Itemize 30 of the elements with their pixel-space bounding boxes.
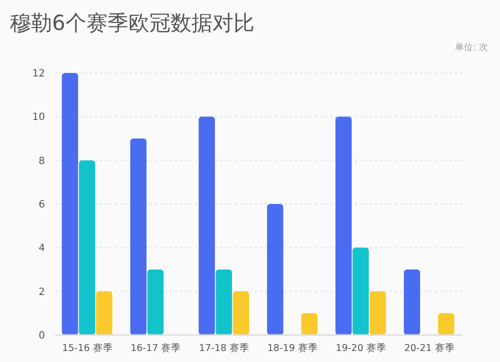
bar <box>438 313 454 335</box>
chart-title: 穆勒6个赛季欧冠数据对比 <box>10 11 254 35</box>
y-tick-label: 4 <box>38 243 45 254</box>
bar <box>335 116 352 335</box>
bar <box>96 291 112 335</box>
y-tick-label: 12 <box>32 68 45 80</box>
bar <box>404 270 420 335</box>
x-tick-label: 16-17 赛季 <box>130 342 182 354</box>
bar <box>198 116 215 335</box>
bar <box>370 291 386 335</box>
x-tick-label: 17-18 赛季 <box>198 342 250 354</box>
x-tick-label: 18-19 赛季 <box>267 342 318 354</box>
bar <box>147 270 164 335</box>
chart-subtitle: 单位: 次 <box>455 42 488 53</box>
y-tick-label: 8 <box>38 156 45 167</box>
y-tick-label: 6 <box>38 200 45 210</box>
y-tick-label: 2 <box>38 286 45 298</box>
bar <box>62 73 78 335</box>
y-tick-label: 0 <box>38 330 45 342</box>
x-tick-label: 20-21 赛季 <box>404 342 455 354</box>
bar <box>130 138 146 335</box>
x-tick-label: 15-16 赛季 <box>62 342 113 354</box>
bar <box>232 291 250 335</box>
bar <box>267 204 284 335</box>
bar <box>78 160 96 335</box>
bar <box>216 270 232 335</box>
x-tick-label: 19-20 赛季 <box>336 342 386 354</box>
y-tick-label: 10 <box>32 112 45 124</box>
bar <box>352 248 369 335</box>
bar <box>301 313 318 335</box>
